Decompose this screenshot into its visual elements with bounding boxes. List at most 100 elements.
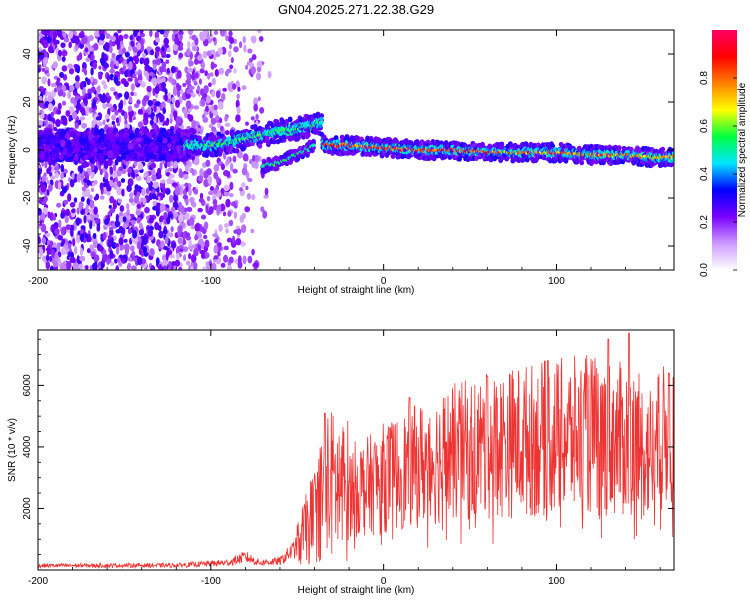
spectrogram-heatmap xyxy=(38,30,674,270)
heatmap-cell xyxy=(212,199,218,206)
heatmap-cell xyxy=(200,214,207,220)
heatmap-cell xyxy=(166,160,171,168)
heatmap-cell xyxy=(166,207,170,212)
heatmap-cell xyxy=(142,197,147,206)
heatmap-cell xyxy=(189,216,195,226)
heatmap-cell xyxy=(102,253,108,262)
heatmap-cell xyxy=(122,64,127,72)
heatmap-cell xyxy=(106,73,110,83)
heatmap-cell xyxy=(202,116,209,123)
heatmap-cell xyxy=(204,239,210,249)
heatmap-cell xyxy=(225,198,231,208)
heatmap-cell xyxy=(71,172,75,180)
heatmap-cell xyxy=(228,30,233,37)
heatmap-cell xyxy=(54,253,59,259)
heatmap-cell xyxy=(152,59,158,65)
heatmap-cell xyxy=(252,154,256,162)
heatmap-cell xyxy=(216,131,222,137)
heatmap-cell xyxy=(58,219,62,229)
heatmap-cell xyxy=(73,35,80,45)
heatmap-cell xyxy=(114,219,120,228)
heatmap-cell xyxy=(170,226,174,233)
heatmap-cell xyxy=(107,239,113,248)
heatmap-cell xyxy=(117,180,122,188)
heatmap-cell xyxy=(111,52,116,59)
heatmap-cell xyxy=(144,137,151,145)
heatmap-cell xyxy=(41,67,45,73)
heatmap-cell xyxy=(227,211,232,217)
heatmap-cell xyxy=(208,123,213,129)
heatmap-cell xyxy=(93,128,100,136)
heatmap-cell xyxy=(118,261,123,267)
heatmap-cell xyxy=(206,168,212,176)
heatmap-cell xyxy=(199,249,206,255)
heatmap-cell xyxy=(205,159,211,167)
heatmap-cell xyxy=(264,187,269,196)
heatmap-cell xyxy=(114,39,121,45)
heatmap-cell xyxy=(110,261,115,266)
heatmap-cell xyxy=(130,91,134,96)
heatmap-cell xyxy=(47,94,53,103)
heatmap-cell xyxy=(115,60,120,67)
heatmap-cell xyxy=(85,111,89,117)
heatmap-cell xyxy=(182,254,187,262)
heatmap-cell xyxy=(251,248,255,256)
heatmap-cell xyxy=(42,30,48,36)
heatmap-cell xyxy=(44,161,48,169)
heatmap-cell xyxy=(127,142,135,150)
heatmap-cell xyxy=(164,236,169,244)
heatmap-cell xyxy=(191,201,197,208)
heatmap-cell xyxy=(149,119,154,126)
heatmap-cell xyxy=(52,241,57,249)
heatmap-cell xyxy=(250,66,256,75)
heatmap-cell xyxy=(60,164,65,173)
heatmap-cell xyxy=(258,35,264,42)
heatmap-cell xyxy=(61,100,67,106)
heatmap-cell xyxy=(106,191,111,196)
heatmap-cell xyxy=(89,199,94,209)
heatmap-cell xyxy=(93,206,98,215)
heatmap-cell xyxy=(213,164,220,172)
heatmap-cell xyxy=(95,116,102,121)
heatmap-cell xyxy=(176,84,182,91)
heatmap-cell xyxy=(200,253,206,259)
heatmap-cell xyxy=(213,187,218,195)
heatmap-cell xyxy=(123,80,129,88)
heatmap-cell xyxy=(189,60,194,67)
heatmap-cell xyxy=(177,206,183,212)
heatmap-cell xyxy=(64,215,69,224)
heatmap-cell xyxy=(186,47,191,56)
heatmap-cell xyxy=(109,35,114,41)
heatmap-cell xyxy=(121,188,125,197)
heatmap-cell xyxy=(237,86,241,92)
heatmap-cell xyxy=(92,219,96,227)
heatmap-cell xyxy=(196,230,201,235)
heatmap-cell xyxy=(183,173,189,180)
heatmap-cell xyxy=(107,96,112,101)
heatmap-cell xyxy=(150,162,157,169)
heatmap-cell xyxy=(240,182,246,188)
heatmap-cell xyxy=(209,186,215,191)
heatmap-cell xyxy=(160,179,166,184)
heatmap-cell xyxy=(230,250,237,255)
heatmap-cell xyxy=(103,84,108,90)
heatmap-cell xyxy=(71,111,77,120)
heatmap-cell xyxy=(41,76,47,85)
heatmap-cell xyxy=(137,121,144,128)
heatmap-cell xyxy=(160,152,167,161)
heatmap-cell xyxy=(39,134,46,139)
heatmap-cell xyxy=(158,264,163,270)
heatmap-cell xyxy=(241,167,248,176)
heatmap-cell xyxy=(161,46,165,52)
heatmap-cell xyxy=(168,174,175,179)
heatmap-cell xyxy=(129,113,133,123)
heatmap-cell xyxy=(232,83,237,90)
heatmap-cell xyxy=(216,242,222,247)
heatmap-cell xyxy=(76,255,80,263)
heatmap-cell xyxy=(104,113,110,120)
heatmap-cell xyxy=(140,188,146,197)
heatmap-cell xyxy=(236,106,241,115)
heatmap-cell xyxy=(83,214,87,224)
heatmap-cell xyxy=(176,69,182,79)
heatmap-cell xyxy=(119,56,124,63)
